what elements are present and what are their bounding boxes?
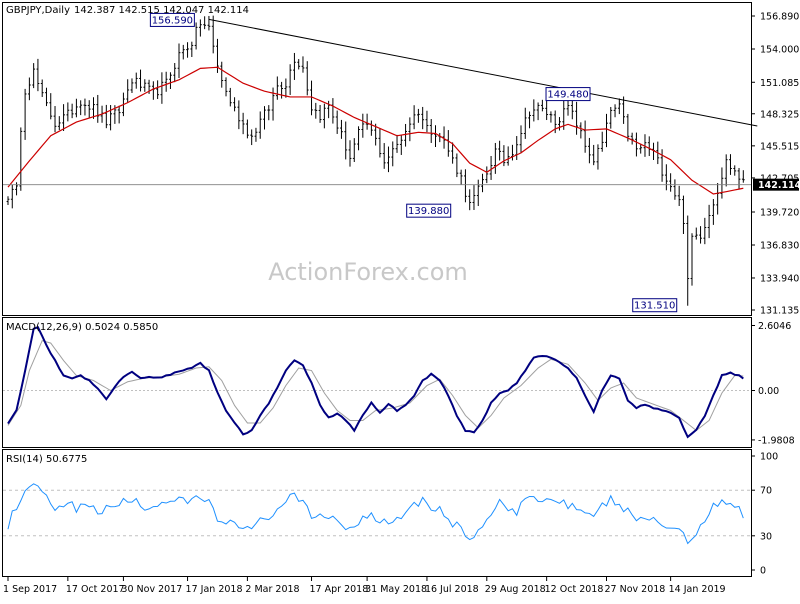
price-annotation-label: 139.880 <box>408 206 449 217</box>
grid-layer <box>3 390 751 537</box>
x-tick-label: 29 Aug 2018 <box>485 584 546 595</box>
macd-panel-frame <box>2 317 752 448</box>
x-tick-label: 12 Oct 2018 <box>545 584 604 595</box>
x-tick-label: 1 Sep 2017 <box>3 584 57 595</box>
rsi-panel-title: RSI(14) 50.6775 <box>6 454 87 465</box>
macd-panel-title: MACD(12,26,9) 0.5024 0.5850 <box>6 322 158 333</box>
watermark: ActionForex.com <box>268 258 468 286</box>
macd-main-line <box>7 326 744 439</box>
price-tick-label: 139.720 <box>760 208 799 219</box>
price-panel-frame <box>2 2 752 316</box>
x-tick-label: 27 Nov 2018 <box>605 584 666 595</box>
price-annotation-box <box>632 298 678 313</box>
price-annotation-label: 149.480 <box>547 90 588 101</box>
rsi-tick-label: 100 <box>760 452 778 463</box>
x-tick-label: 17 Jan 2018 <box>186 584 243 595</box>
axis-layer: 156.890154.000151.085148.325145.515142.7… <box>3 12 800 596</box>
symbol-label: GBPJPY,Daily <box>6 5 70 16</box>
rsi-layer <box>7 483 744 545</box>
x-tick-label: 17 Oct 2017 <box>66 584 125 595</box>
rsi-tick-label: 70 <box>760 486 772 497</box>
price-tick-label: 148.325 <box>760 109 799 120</box>
ohlc-label: 142.387 142.515 142.047 142.114 <box>74 5 249 16</box>
price-annotation-box <box>406 203 452 218</box>
current-price-label: 142.114 <box>758 180 800 191</box>
ema-line <box>7 66 744 195</box>
rsi-tick-label: 0 <box>760 566 766 577</box>
price-annotation-box <box>149 12 195 27</box>
macd-tick-label: -1.9808 <box>758 435 795 446</box>
price-annotation-box <box>545 87 591 102</box>
price-tick-label: 131.135 <box>760 306 799 317</box>
price-tick-label: 156.890 <box>760 12 799 23</box>
rsi-tick-label: 30 <box>760 531 772 542</box>
x-tick-label: 2 Mar 2018 <box>245 584 299 595</box>
price-annotation-label: 131.510 <box>634 301 675 312</box>
price-layer <box>3 15 758 306</box>
x-tick-label: 30 Nov 2017 <box>121 584 182 595</box>
trendline <box>208 18 758 127</box>
macd-tick-label: 2.6046 <box>758 321 791 332</box>
x-tick-label: 14 Jan 2019 <box>669 584 726 595</box>
price-tick-label: 136.830 <box>760 240 799 251</box>
rsi-line <box>7 483 744 545</box>
x-tick-label: 17 Apr 2018 <box>310 584 369 595</box>
price-tick-label: 151.085 <box>760 78 799 89</box>
price-tick-label: 133.940 <box>760 273 799 284</box>
price-panel-title: GBPJPY,Daily 142.387 142.515 142.047 142.… <box>6 5 249 16</box>
current-price-badge <box>753 178 799 191</box>
price-tick-label: 154.000 <box>760 44 799 55</box>
x-tick-label: 16 Jul 2018 <box>425 584 479 595</box>
macd-tick-label: 0.00 <box>758 386 779 397</box>
price-annotation-label: 156.590 <box>152 15 193 26</box>
macd-signal-line <box>7 339 744 432</box>
x-tick-label: 31 May 2018 <box>365 584 427 595</box>
rsi-panel-frame <box>2 449 752 577</box>
macd-layer <box>7 326 744 439</box>
price-tick-label: 145.515 <box>760 141 799 152</box>
